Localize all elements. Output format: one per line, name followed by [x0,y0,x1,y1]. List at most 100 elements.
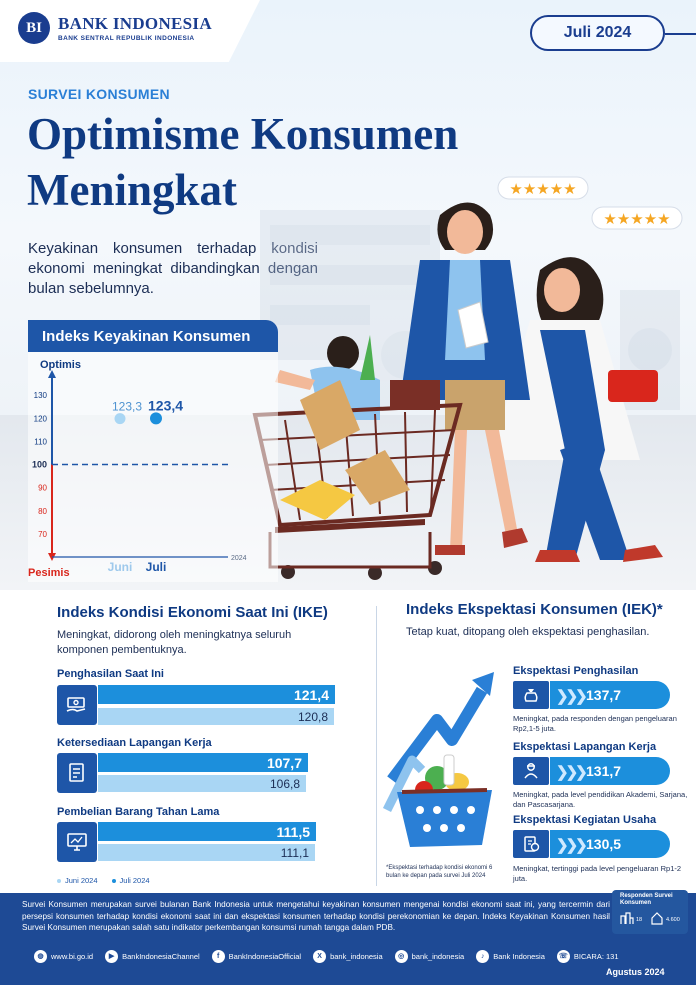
family-shopping-illustration: ★★★★★ ★★★★★ [252,176,683,580]
social-link[interactable]: ♪ Bank Indonesia [476,949,545,963]
ike-value-juni-lapangan-kerja: 106,8 [269,776,300,791]
logo-subtitle: BANK SENTRAL REPUBLIK INDONESIA [58,35,195,42]
man-figure [400,202,530,555]
youtube-icon: ▶ [105,949,119,963]
intro-text: Keyakinan konsumen terhadap kondisi ekon… [28,240,318,297]
social-link[interactable]: ◎ bank_indonesia [394,949,465,963]
tiktok-icon: ♪ [476,949,490,963]
section-divider [376,606,377,886]
publish-date: Agustus 2024 [606,967,665,977]
ike-value-juli-penghasilan: 121,4 [293,686,329,703]
woman-figure [475,257,663,562]
ikk-chart: Optimis Pesimis 70 80 90 100 110 120 130 2024 Juni… [28,352,278,582]
ikk-arrow-up-icon [48,370,56,378]
money-hand-icon [57,685,97,725]
iek-value-penghasilan: ❯❯❯ 137,7 [550,681,670,709]
ikk-x-tick-label: Juli [146,560,167,574]
social-link[interactable]: f BankIndonesiaOfficial [211,949,302,963]
iek-value-lapangan-kerja: ❯❯❯ 131,7 [550,757,670,785]
respondent-households: 4.600 [666,917,680,923]
ike-label-lapangan-kerja: Ketersediaan Lapangan Kerja [57,737,212,749]
chevrons-icon: ❯❯❯ [556,837,588,854]
ike-bar-juni-barang-tahan-lama: 111,1 [98,844,315,861]
ikk-y-tick-label: 80 [38,507,47,516]
chevrons-icon: ❯❯❯ [556,688,588,705]
rating-stars-bubble-1: ★★★★★ [497,176,589,200]
bank-indonesia-logo[interactable]: BI BANK INDONESIA BANK SENTRAL REPUBLIK … [18,12,212,44]
ike-legend: Juni 2024 Juli 2024 [57,876,150,885]
ike-section-title: Indeks Kondisi Ekonomi Saat Ini (IKE) [57,604,328,621]
ikk-data-label: 123,4 [148,397,183,413]
iek-label-lapangan-kerja: Ekspektasi Lapangan Kerja [513,741,657,753]
svg-text:★★★★★: ★★★★★ [603,211,670,228]
ike-bar-juni-penghasilan: 120,8 [98,708,334,725]
instagram-icon: ◎ [394,949,408,963]
globe-icon: ◍ [34,949,47,963]
ike-section-desc: Meningkat, didorong oleh meningkatnya se… [57,629,292,656]
ike-bar-juni-lapangan-kerja: 106,8 [98,775,306,792]
ikk-x-tick-label: Juni [108,560,133,574]
respondent-box [612,890,688,934]
ikk-chart-title: Indeks Keyakinan Konsumen [28,320,278,352]
badge-connector [665,33,696,35]
iek-section-desc: Tetap kuat, ditopang oleh ekspektasi pen… [406,626,650,638]
social-link-label: bank_indonesia [330,951,383,961]
footer-description: Survei Konsumen merupakan survei bulanan… [22,900,610,932]
legend-item-juni: Juni 2024 [57,876,98,885]
ikk-year-label: 2024 [231,555,247,562]
iek-label-penghasilan: Ekspektasi Penghasilan [513,665,639,677]
logo-name: BANK INDONESIA [58,14,212,33]
social-link-label: BICARA: 131 [573,951,619,961]
bi-emblem-icon: BI [18,12,50,44]
footer [0,893,696,985]
monitor-icon [57,822,97,862]
ike-value-juni-barang-tahan-lama: 111,1 [280,845,309,860]
ike-bar-juli-barang-tahan-lama: 111,5 [98,822,316,841]
ikk-y-tick-label: 100 [32,460,47,470]
business-icon [513,830,549,858]
ikk-y-tick-label: 130 [34,391,48,400]
money-bag-icon [513,681,549,709]
iek-section-title: Indeks Ekspektasi Konsumen (IEK)* [406,601,663,618]
social-link[interactable]: ◍ www.bi.go.id [34,949,94,963]
shopping-cart [252,335,463,580]
ikk-data-point [150,412,162,425]
house-icon [651,912,663,925]
ikk-y-tick-label: 120 [34,414,48,423]
social-link-label: BankIndonesiaOfficial [228,951,302,961]
iek-note-lapangan-kerja: Meningkat, pada level pendidikan Akademi… [513,790,688,809]
iek-label-kegiatan-usaha: Ekspektasi Kegiatan Usaha [513,814,657,826]
ikk-data-point [114,413,126,425]
worker-icon [513,757,549,785]
facebook-icon: f [211,949,225,963]
respondent-title: Responden Survei Konsumen [620,893,673,906]
job-document-icon [57,753,97,793]
iek-footnote: *Ekspektasi terhadap kondisi ekonomi 6 b… [386,865,493,879]
social-link-label: Bank Indonesia [493,951,545,961]
rating-stars-bubble-2: ★★★★★ [591,206,683,230]
ike-value-juli-lapangan-kerja: 107,7 [266,754,302,771]
social-link-label: bank_indonesia [411,951,465,961]
page-title: Optimisme Konsumen Meningkat [27,109,459,215]
social-link[interactable]: ☏ BICARA: 131 [556,949,619,963]
chevrons-icon: ❯❯❯ [556,764,588,781]
section-kicker: SURVEI KONSUMEN [28,86,170,102]
ike-value-juli-barang-tahan-lama: 111,5 [276,823,311,840]
x-icon: X [313,949,327,963]
ikk-chart-background [28,352,278,582]
social-link[interactable]: ▶ BankIndonesiaChannel [105,949,200,963]
ikk-y-tick-label: 70 [38,530,47,539]
social-link-label: www.bi.go.id [51,951,94,961]
ikk-y-tick-label: 110 [34,437,47,446]
ikk-top-label: Optimis [40,359,81,371]
ikk-y-tick-label: 90 [38,484,47,493]
social-link-label: BankIndonesiaChannel [122,951,200,961]
social-links: ◍ www.bi.go.id ▶ BankIndonesiaChannel f BankI… [34,948,619,964]
ike-label-barang-tahan-lama: Pembelian Barang Tahan Lama [57,806,220,818]
iek-value-kegiatan-usaha: ❯❯❯ 130,5 [550,830,670,858]
ikk-data-label: 123,3 [112,400,142,414]
ike-value-juni-penghasilan: 120,8 [297,709,328,724]
period-badge: Juli 2024 [530,15,665,51]
